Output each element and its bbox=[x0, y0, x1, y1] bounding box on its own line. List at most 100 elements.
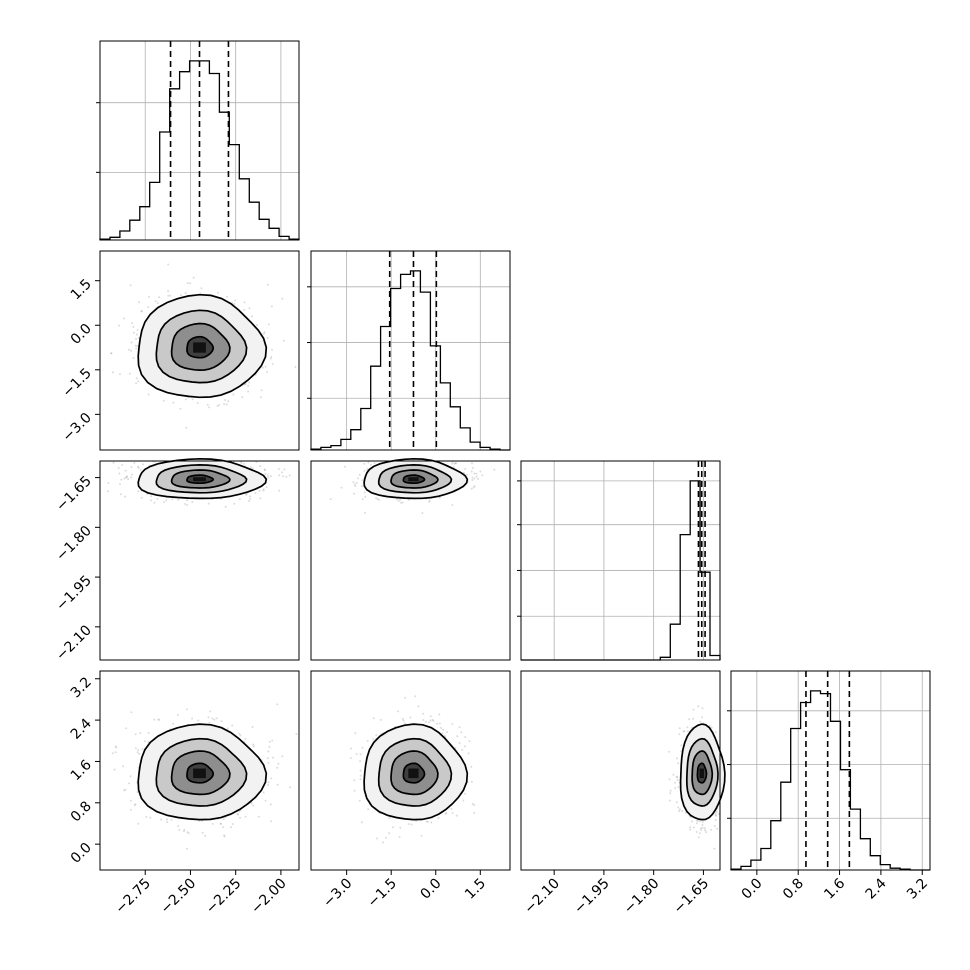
scatter-point bbox=[185, 398, 187, 401]
scatter-point bbox=[252, 804, 255, 807]
scatter-frame bbox=[99, 670, 300, 871]
scatter-point bbox=[208, 406, 211, 409]
scatter-point bbox=[248, 495, 251, 498]
scatter-point bbox=[141, 748, 144, 751]
scatter-point bbox=[471, 462, 473, 465]
scatter-point bbox=[268, 740, 271, 743]
scatter-point bbox=[263, 469, 266, 472]
density-contour bbox=[137, 457, 268, 500]
scatter-point bbox=[163, 501, 166, 503]
density-contour bbox=[363, 723, 469, 821]
scatter-point bbox=[231, 724, 234, 727]
scatter-point bbox=[259, 465, 262, 468]
scatter-point bbox=[130, 466, 133, 469]
scatter-point bbox=[353, 483, 356, 486]
scatter-point bbox=[227, 400, 230, 403]
histogram-frame bbox=[310, 250, 511, 451]
scatter-point bbox=[425, 720, 428, 723]
scatter-point bbox=[271, 362, 274, 365]
scatter-point bbox=[251, 726, 254, 728]
scatter-point bbox=[697, 836, 700, 839]
scatter-point bbox=[455, 462, 457, 465]
scatter-point bbox=[241, 396, 244, 399]
scatter-point bbox=[137, 490, 140, 493]
scatter-point bbox=[172, 401, 175, 404]
scatter-point bbox=[271, 348, 273, 351]
scatter-point bbox=[684, 811, 687, 814]
scatter-point bbox=[698, 832, 701, 835]
scatter-point bbox=[397, 710, 400, 713]
scatter-point bbox=[186, 503, 189, 506]
scatter-point bbox=[397, 499, 400, 502]
scatter-point bbox=[363, 469, 366, 472]
scatter-point bbox=[270, 356, 273, 358]
scatter-point bbox=[179, 407, 182, 410]
scatter-point bbox=[121, 463, 123, 466]
scatter-point bbox=[138, 301, 141, 304]
scatter-point bbox=[438, 713, 441, 716]
scatter-point bbox=[225, 403, 228, 406]
scatter-point bbox=[153, 718, 156, 721]
scatter-point bbox=[225, 295, 228, 298]
scatter-point bbox=[454, 462, 457, 465]
scatter-point bbox=[410, 823, 413, 826]
scatter-point bbox=[234, 299, 237, 302]
scatter-point bbox=[396, 498, 399, 501]
scatter-point bbox=[139, 732, 142, 735]
scatter-point bbox=[239, 816, 242, 819]
scatter-point bbox=[213, 718, 216, 721]
scatter-point bbox=[167, 263, 170, 266]
scatter-point bbox=[677, 806, 680, 809]
scatter-point bbox=[127, 478, 130, 481]
scatter-point bbox=[473, 804, 476, 806]
scatter-point bbox=[177, 825, 180, 828]
scatter-point bbox=[276, 783, 279, 786]
scatter-point bbox=[216, 405, 219, 407]
scatter-point bbox=[264, 472, 267, 475]
scatter-point bbox=[123, 317, 126, 320]
scatter-point bbox=[257, 815, 260, 818]
scatter-point bbox=[376, 498, 379, 500]
scatter-point bbox=[186, 831, 189, 834]
scatter-point bbox=[207, 502, 210, 505]
scatter-point bbox=[340, 486, 343, 489]
density-core-cell bbox=[408, 477, 419, 482]
density-contour bbox=[402, 762, 426, 784]
scatter-point bbox=[453, 462, 456, 465]
scatter-point bbox=[479, 470, 482, 473]
scatter-point bbox=[222, 818, 225, 821]
scatter-point bbox=[248, 307, 251, 310]
scatter-point bbox=[417, 705, 420, 708]
scatter-point bbox=[267, 781, 270, 784]
scatter-point bbox=[672, 773, 675, 776]
scatter-point bbox=[428, 500, 431, 503]
scatter-point bbox=[148, 295, 150, 298]
scatter-point bbox=[283, 468, 286, 471]
scatter-point bbox=[440, 726, 443, 729]
scatter-point bbox=[422, 719, 425, 721]
scatter-point bbox=[191, 501, 194, 503]
scatter-point bbox=[176, 713, 179, 716]
density-contour bbox=[186, 474, 215, 485]
scatter-point bbox=[472, 486, 475, 489]
scatter-point bbox=[391, 826, 394, 829]
scatter-point bbox=[451, 504, 454, 506]
density-contour bbox=[155, 464, 248, 494]
scatter-point bbox=[263, 331, 266, 334]
scatter-point bbox=[266, 757, 269, 760]
scatter-point bbox=[136, 791, 139, 793]
scatter-point bbox=[269, 475, 272, 478]
scatter-point bbox=[122, 765, 125, 768]
scatter-point bbox=[669, 792, 672, 795]
scatter-point bbox=[130, 349, 133, 352]
scatter-point bbox=[110, 352, 113, 355]
scatter-point bbox=[217, 291, 219, 294]
scatter-point bbox=[150, 499, 152, 502]
scatter-point bbox=[471, 479, 474, 481]
scatter-point bbox=[353, 779, 356, 782]
scatter-point bbox=[220, 822, 222, 825]
scatter-point bbox=[125, 475, 128, 478]
scatter-point bbox=[150, 495, 153, 498]
scatter-point bbox=[367, 461, 370, 464]
